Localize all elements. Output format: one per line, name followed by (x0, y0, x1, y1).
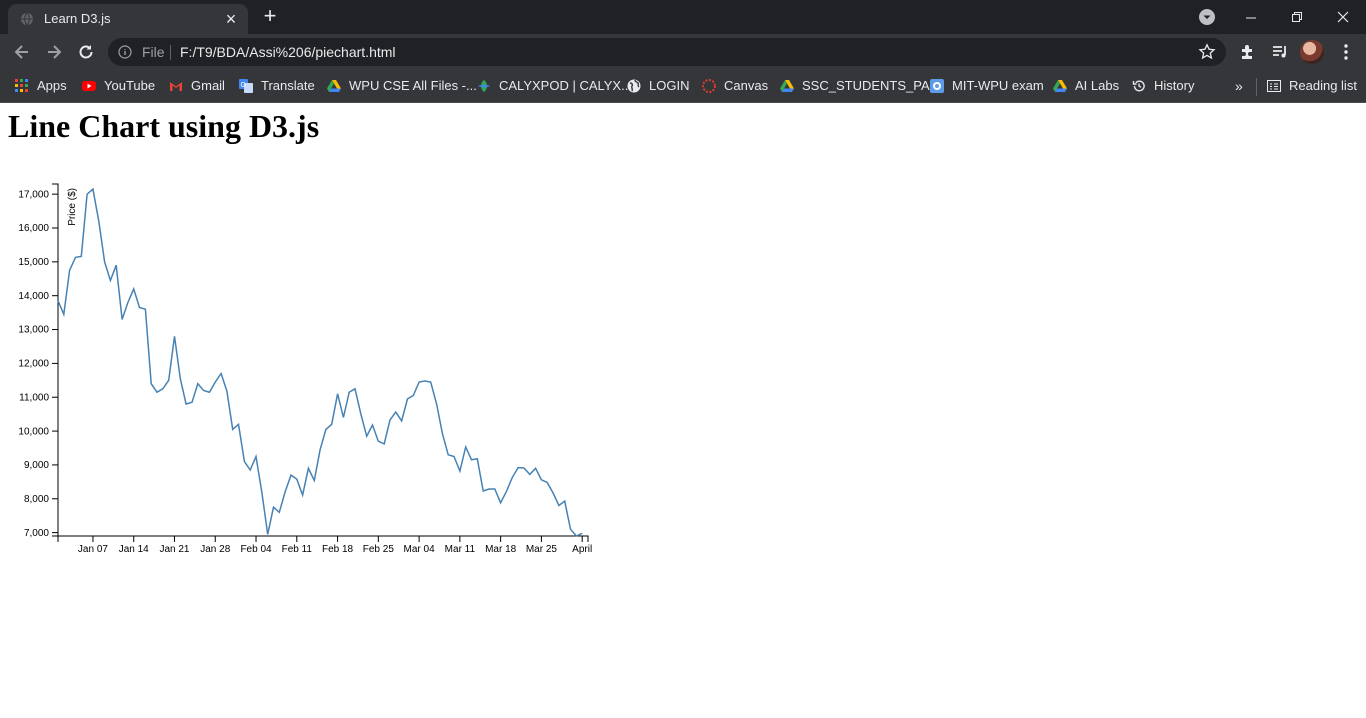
more-menu-icon[interactable] (1336, 42, 1356, 62)
close-tab-icon[interactable]: × (225, 9, 237, 29)
translate-icon: G (239, 79, 253, 93)
y-axis-label: Price ($) (67, 188, 78, 226)
reload-icon[interactable] (76, 42, 96, 62)
x-tick-label: Feb 11 (282, 544, 313, 555)
bookmarks-bar: Apps YouTube Gmail G Translate WPU CSE A… (0, 70, 1366, 103)
y-tick-label: 12,000 (18, 359, 49, 370)
line-chart: 7,000 8,000 9,000 10,000 11,000 12,000 13,000 1… (18, 183, 592, 555)
x-tick-label: Mar 11 (445, 544, 476, 555)
bookmark-label: Gmail (191, 78, 225, 93)
y-tick-label: 17,000 (18, 189, 49, 200)
site-security-label: File (142, 44, 165, 60)
bookmark-label: Canvas (724, 78, 769, 93)
x-tick-label: Jan 21 (159, 544, 189, 555)
bookmark-star-icon[interactable] (1198, 43, 1216, 61)
history-icon (1132, 80, 1145, 92)
apps-grid-icon (15, 79, 28, 92)
bookmark-label: LOGIN (649, 78, 690, 93)
x-tick-label: Feb 18 (322, 544, 354, 555)
bookmark-label: MIT-WPU exam (952, 78, 1044, 93)
bookmark-label: CALYXPOD | CALYX... (499, 78, 632, 93)
reading-list-icon (1267, 80, 1281, 92)
price-line (57, 187, 583, 537)
bookmark-label: AI Labs (1075, 78, 1120, 93)
page-title: Line Chart using D3.js (8, 108, 320, 144)
restore-button[interactable] (1274, 4, 1320, 30)
browser-toolbar: File F:/T9/BDA/Assi%206/piechart.html (0, 34, 1366, 70)
address-bar[interactable]: File F:/T9/BDA/Assi%206/piechart.html (108, 38, 1226, 66)
x-tick-label: Mar 04 (404, 544, 436, 555)
back-arrow-icon[interactable] (12, 42, 32, 62)
address-separator (170, 45, 171, 60)
profile-avatar[interactable] (1300, 40, 1324, 64)
y-tick-label: 13,000 (18, 325, 49, 336)
x-tick-label: Mar 25 (526, 544, 558, 555)
bookmark-label: WPU CSE All Files -... (349, 78, 477, 93)
x-tick-label: Feb 04 (240, 544, 272, 555)
tab-strip: Learn D3.js × + (0, 0, 1366, 34)
x-axis-domain (57, 535, 589, 542)
tab-learn-d3[interactable]: Learn D3.js × (8, 4, 248, 34)
canvas-icon (702, 79, 716, 93)
url-text[interactable]: F:/T9/BDA/Assi%206/piechart.html (180, 44, 396, 60)
bookmark-label: SSC_STUDENTS_PA... (802, 78, 941, 93)
close-window-button[interactable] (1320, 4, 1366, 30)
x-tick-label: Jan 14 (119, 544, 149, 555)
y-tick-label: 10,000 (18, 426, 49, 437)
y-tick-label: 9,000 (24, 460, 49, 471)
calyxpod-icon (478, 80, 490, 92)
reading-list-label: Reading list (1289, 78, 1357, 93)
tab-title: Learn D3.js (44, 11, 111, 26)
minimize-icon (1246, 17, 1256, 19)
extensions-puzzle-icon[interactable] (1238, 42, 1258, 62)
info-icon[interactable] (118, 45, 132, 59)
y-tick-label: 16,000 (18, 223, 49, 234)
more-bookmarks-button[interactable]: » (1235, 76, 1247, 96)
bookmark-label: History (1154, 78, 1195, 93)
y-axis-domain (52, 183, 59, 537)
exam-icon (930, 79, 944, 93)
x-tick-label: Jan 07 (78, 544, 108, 555)
google-drive-icon (1053, 80, 1067, 92)
x-tick-label: April (572, 544, 592, 555)
x-tick-label: Jan 28 (200, 544, 230, 555)
y-tick-label: 8,000 (24, 494, 49, 505)
x-tick-label: Feb 25 (363, 544, 395, 555)
y-axis: 7,000 8,000 9,000 10,000 11,000 12,000 13,000 1… (18, 183, 59, 539)
bookmarks-separator (1256, 78, 1257, 96)
x-tick-label: Mar 18 (485, 544, 517, 555)
tab-search-icon[interactable] (1198, 8, 1216, 26)
chevron-double-right-icon: » (1235, 78, 1243, 94)
globe-icon (21, 12, 33, 26)
google-drive-icon (780, 80, 794, 92)
y-tick-label: 7,000 (24, 528, 49, 539)
bookmark-label: YouTube (104, 78, 156, 93)
youtube-icon (82, 81, 96, 91)
y-tick-label: 15,000 (18, 257, 49, 268)
gmail-icon (170, 82, 182, 91)
x-axis: Jan 07 Jan 14 Jan 21 Jan 28 Feb 04 Feb 11 Feb … (57, 535, 592, 555)
minimize-button[interactable] (1228, 4, 1274, 30)
google-drive-icon (327, 80, 341, 92)
bookmark-label: Translate (261, 78, 315, 93)
new-tab-button[interactable]: + (263, 3, 277, 28)
svg-text:G: G (241, 82, 246, 89)
y-tick-label: 14,000 (18, 291, 49, 302)
y-tick-label: 11,000 (19, 392, 49, 403)
globe-icon (627, 79, 641, 93)
close-icon (1337, 11, 1349, 23)
bookmark-label: Apps (37, 78, 67, 93)
media-control-icon[interactable] (1270, 42, 1290, 62)
forward-arrow-icon[interactable] (44, 42, 64, 62)
restore-icon (1292, 12, 1302, 22)
